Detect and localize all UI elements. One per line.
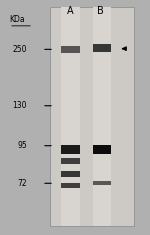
FancyBboxPatch shape bbox=[61, 158, 80, 164]
FancyBboxPatch shape bbox=[93, 145, 111, 154]
Text: 72: 72 bbox=[17, 179, 27, 188]
Text: 250: 250 bbox=[12, 45, 27, 54]
FancyBboxPatch shape bbox=[61, 7, 80, 226]
Text: B: B bbox=[97, 6, 104, 16]
FancyBboxPatch shape bbox=[50, 7, 134, 226]
FancyBboxPatch shape bbox=[61, 145, 80, 154]
FancyBboxPatch shape bbox=[61, 46, 80, 53]
FancyBboxPatch shape bbox=[93, 44, 111, 52]
FancyBboxPatch shape bbox=[61, 171, 80, 177]
Text: 130: 130 bbox=[12, 101, 27, 110]
FancyBboxPatch shape bbox=[61, 183, 80, 188]
Text: 95: 95 bbox=[17, 141, 27, 150]
FancyBboxPatch shape bbox=[93, 7, 111, 226]
FancyBboxPatch shape bbox=[93, 181, 111, 185]
Text: A: A bbox=[67, 6, 74, 16]
Text: KDa: KDa bbox=[9, 16, 25, 24]
